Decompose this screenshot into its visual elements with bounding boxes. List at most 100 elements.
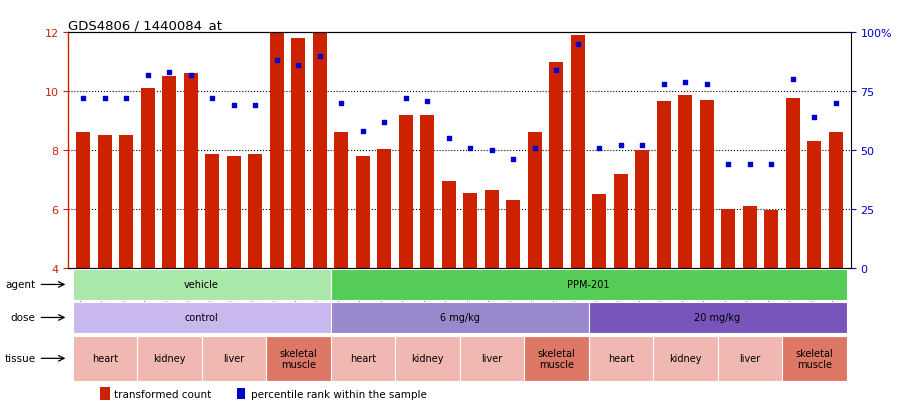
Text: heart: heart: [349, 354, 376, 363]
Bar: [829, 133, 843, 268]
Point: [743, 161, 757, 168]
FancyBboxPatch shape: [73, 336, 137, 381]
Bar: [485, 190, 499, 268]
Bar: [420, 115, 434, 268]
Text: 20 mg/kg: 20 mg/kg: [694, 313, 741, 323]
Bar: [184, 74, 197, 268]
Point: [184, 72, 198, 79]
Bar: [506, 201, 521, 268]
Text: skeletal
muscle: skeletal muscle: [538, 348, 575, 369]
Bar: [97, 136, 112, 268]
Point: [334, 100, 349, 107]
Point: [291, 63, 306, 69]
Point: [97, 95, 112, 102]
Bar: [442, 182, 456, 268]
Bar: [237, 388, 245, 399]
Text: dose: dose: [11, 313, 35, 323]
Text: kidney: kidney: [153, 354, 186, 363]
FancyBboxPatch shape: [137, 336, 201, 381]
Bar: [399, 115, 413, 268]
Point: [635, 142, 650, 149]
Point: [549, 67, 563, 74]
FancyBboxPatch shape: [201, 336, 266, 381]
Bar: [269, 33, 284, 268]
FancyBboxPatch shape: [524, 336, 589, 381]
Point: [721, 161, 735, 168]
Text: GDS4806 / 1440084_at: GDS4806 / 1440084_at: [68, 19, 222, 32]
Text: liver: liver: [223, 354, 245, 363]
FancyBboxPatch shape: [589, 336, 653, 381]
Point: [399, 95, 413, 102]
Bar: [99, 387, 110, 400]
Point: [506, 157, 521, 164]
Bar: [764, 211, 778, 268]
Text: control: control: [185, 313, 218, 323]
FancyBboxPatch shape: [266, 336, 330, 381]
Text: heart: heart: [92, 354, 118, 363]
Bar: [807, 142, 822, 268]
Bar: [550, 62, 563, 268]
Text: heart: heart: [608, 354, 634, 363]
Bar: [571, 36, 585, 268]
Bar: [119, 136, 133, 268]
FancyBboxPatch shape: [589, 303, 846, 333]
Point: [162, 70, 177, 76]
Point: [227, 103, 241, 109]
Point: [484, 147, 499, 154]
Bar: [743, 206, 757, 268]
Bar: [528, 133, 541, 268]
Point: [785, 77, 800, 83]
Text: vehicle: vehicle: [184, 280, 219, 290]
FancyBboxPatch shape: [395, 336, 460, 381]
Bar: [248, 155, 262, 268]
Text: liver: liver: [739, 354, 761, 363]
Bar: [356, 157, 369, 268]
Bar: [722, 209, 735, 268]
Text: tissue: tissue: [5, 354, 35, 363]
Point: [613, 142, 628, 149]
Bar: [162, 77, 177, 268]
Point: [377, 119, 391, 126]
Bar: [635, 151, 650, 268]
Point: [119, 95, 134, 102]
Point: [248, 103, 263, 109]
Point: [441, 135, 456, 142]
Bar: [786, 99, 800, 268]
Text: transformed count: transformed count: [114, 389, 211, 399]
Point: [463, 145, 478, 152]
Point: [700, 81, 714, 88]
Point: [764, 161, 779, 168]
Bar: [592, 195, 606, 268]
Bar: [291, 39, 305, 268]
Point: [592, 145, 607, 152]
Text: agent: agent: [5, 280, 35, 290]
FancyBboxPatch shape: [73, 303, 330, 333]
Bar: [141, 89, 155, 268]
Bar: [463, 193, 477, 268]
Point: [828, 100, 843, 107]
Point: [140, 72, 155, 79]
Text: PPM-201: PPM-201: [567, 280, 610, 290]
Point: [528, 145, 542, 152]
Bar: [657, 102, 671, 268]
Text: liver: liver: [481, 354, 502, 363]
Bar: [678, 96, 693, 268]
Point: [420, 98, 435, 104]
Point: [656, 81, 671, 88]
Bar: [334, 133, 349, 268]
Point: [205, 95, 219, 102]
Bar: [700, 101, 713, 268]
Text: 6 mg/kg: 6 mg/kg: [440, 313, 480, 323]
Point: [312, 53, 327, 60]
Point: [807, 114, 822, 121]
FancyBboxPatch shape: [330, 303, 589, 333]
Text: kidney: kidney: [669, 354, 702, 363]
Text: skeletal
muscle: skeletal muscle: [279, 348, 318, 369]
FancyBboxPatch shape: [73, 270, 330, 300]
Point: [678, 79, 693, 86]
FancyBboxPatch shape: [330, 336, 395, 381]
FancyBboxPatch shape: [460, 336, 524, 381]
Bar: [227, 157, 241, 268]
Bar: [614, 174, 628, 268]
Point: [76, 95, 91, 102]
